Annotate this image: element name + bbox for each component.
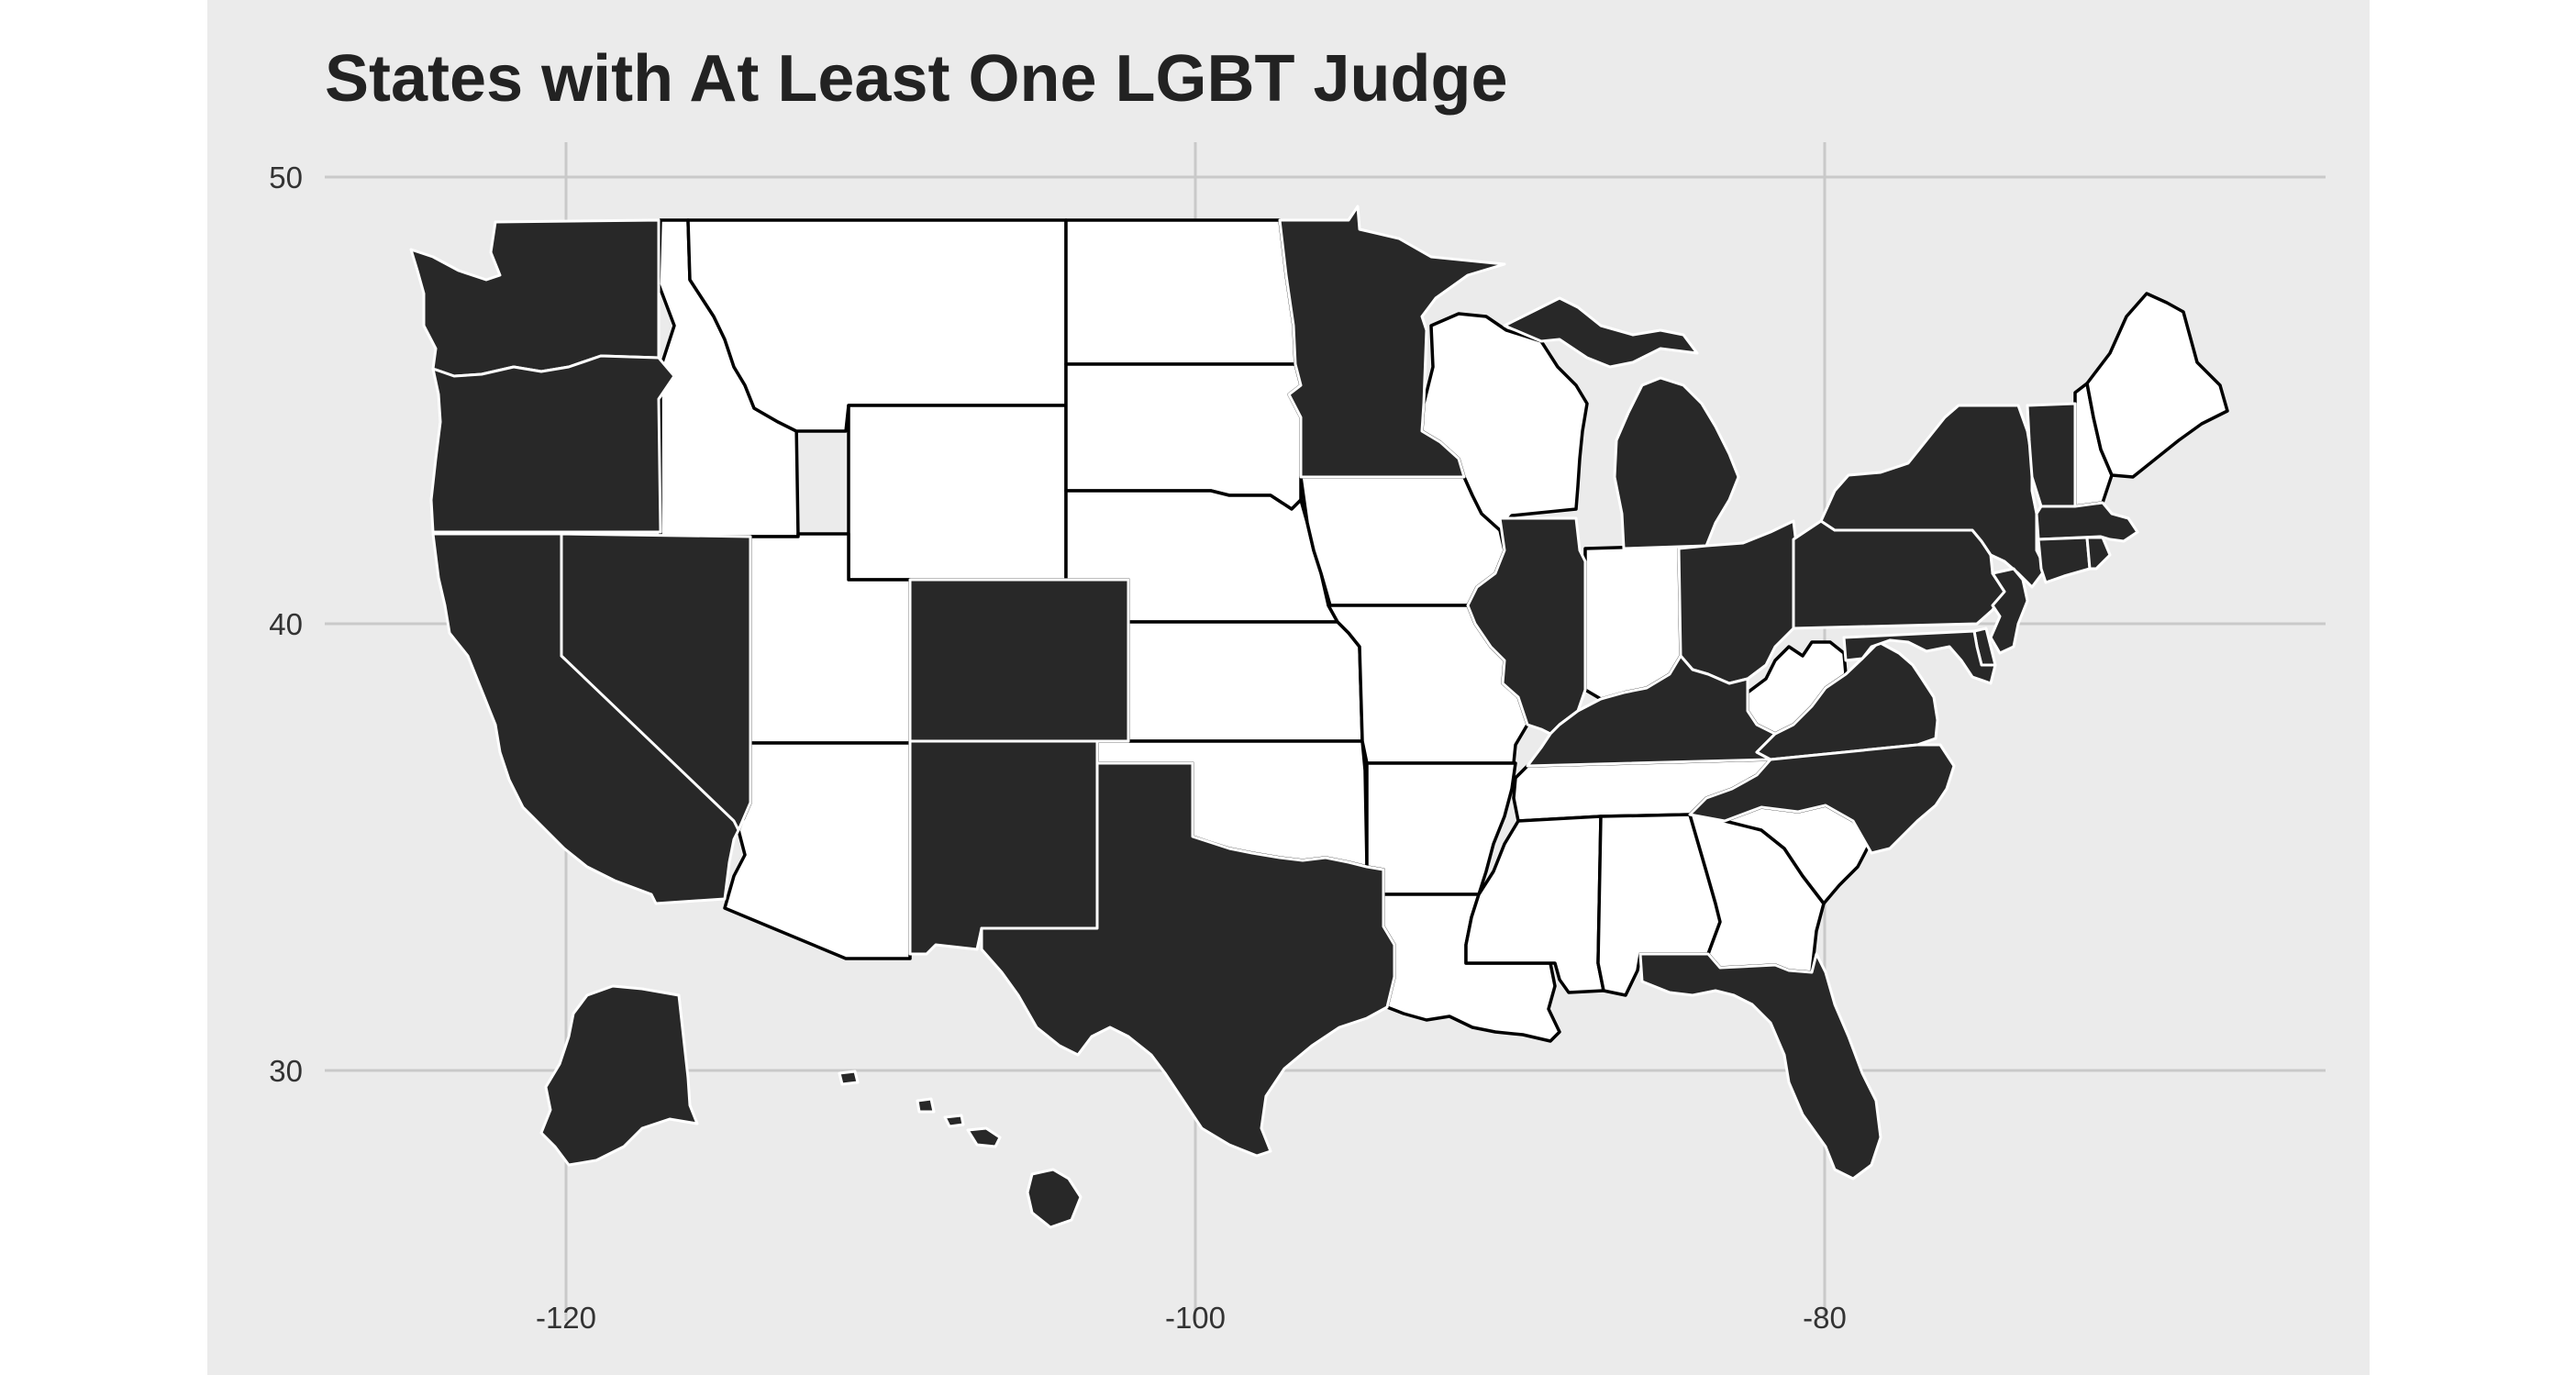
state-NJ bbox=[1989, 567, 2029, 655]
y-tick-label: 50 bbox=[269, 161, 303, 194]
state-CA bbox=[431, 532, 745, 905]
state-NC bbox=[1688, 743, 1956, 855]
state-TX bbox=[980, 761, 1396, 1158]
state-FL bbox=[1638, 952, 1882, 1181]
state-WA bbox=[409, 218, 661, 378]
state-KS bbox=[1127, 620, 1364, 743]
chart-title: States with At Least One LGBT Judge bbox=[325, 42, 1508, 116]
x-tick-label: -120 bbox=[536, 1301, 596, 1335]
state-ND bbox=[1064, 218, 1297, 366]
state-MN bbox=[1278, 205, 1506, 479]
state-NY bbox=[1819, 404, 2048, 589]
y-tick-label: 40 bbox=[269, 607, 303, 641]
state-ME bbox=[2085, 292, 2229, 479]
state-WY bbox=[847, 404, 1068, 582]
state-NV bbox=[560, 532, 752, 832]
state-VT bbox=[2026, 402, 2077, 508]
y-tick-label: 30 bbox=[269, 1054, 303, 1088]
state-KY bbox=[1526, 654, 1777, 768]
state-PA bbox=[1792, 519, 2006, 630]
state-AZ bbox=[723, 741, 912, 960]
state-NM bbox=[908, 739, 1099, 956]
states bbox=[409, 205, 2229, 1229]
state-HI bbox=[838, 1070, 1083, 1229]
state-CT bbox=[2037, 536, 2092, 584]
state-MI bbox=[1503, 296, 1740, 550]
axis-tick-labels: -120 -100 -80 50 40 30 bbox=[269, 161, 1847, 1335]
state-AK bbox=[539, 984, 699, 1167]
state-MA bbox=[2035, 501, 2139, 543]
x-tick-label: -80 bbox=[1803, 1301, 1847, 1335]
state-CO bbox=[908, 578, 1130, 743]
state-SD bbox=[1064, 362, 1303, 511]
x-tick-label: -100 bbox=[1165, 1301, 1226, 1335]
state-MD bbox=[1842, 629, 1997, 685]
state-OR bbox=[429, 354, 676, 534]
state-IL bbox=[1466, 516, 1587, 736]
state-RI bbox=[2085, 536, 2112, 571]
